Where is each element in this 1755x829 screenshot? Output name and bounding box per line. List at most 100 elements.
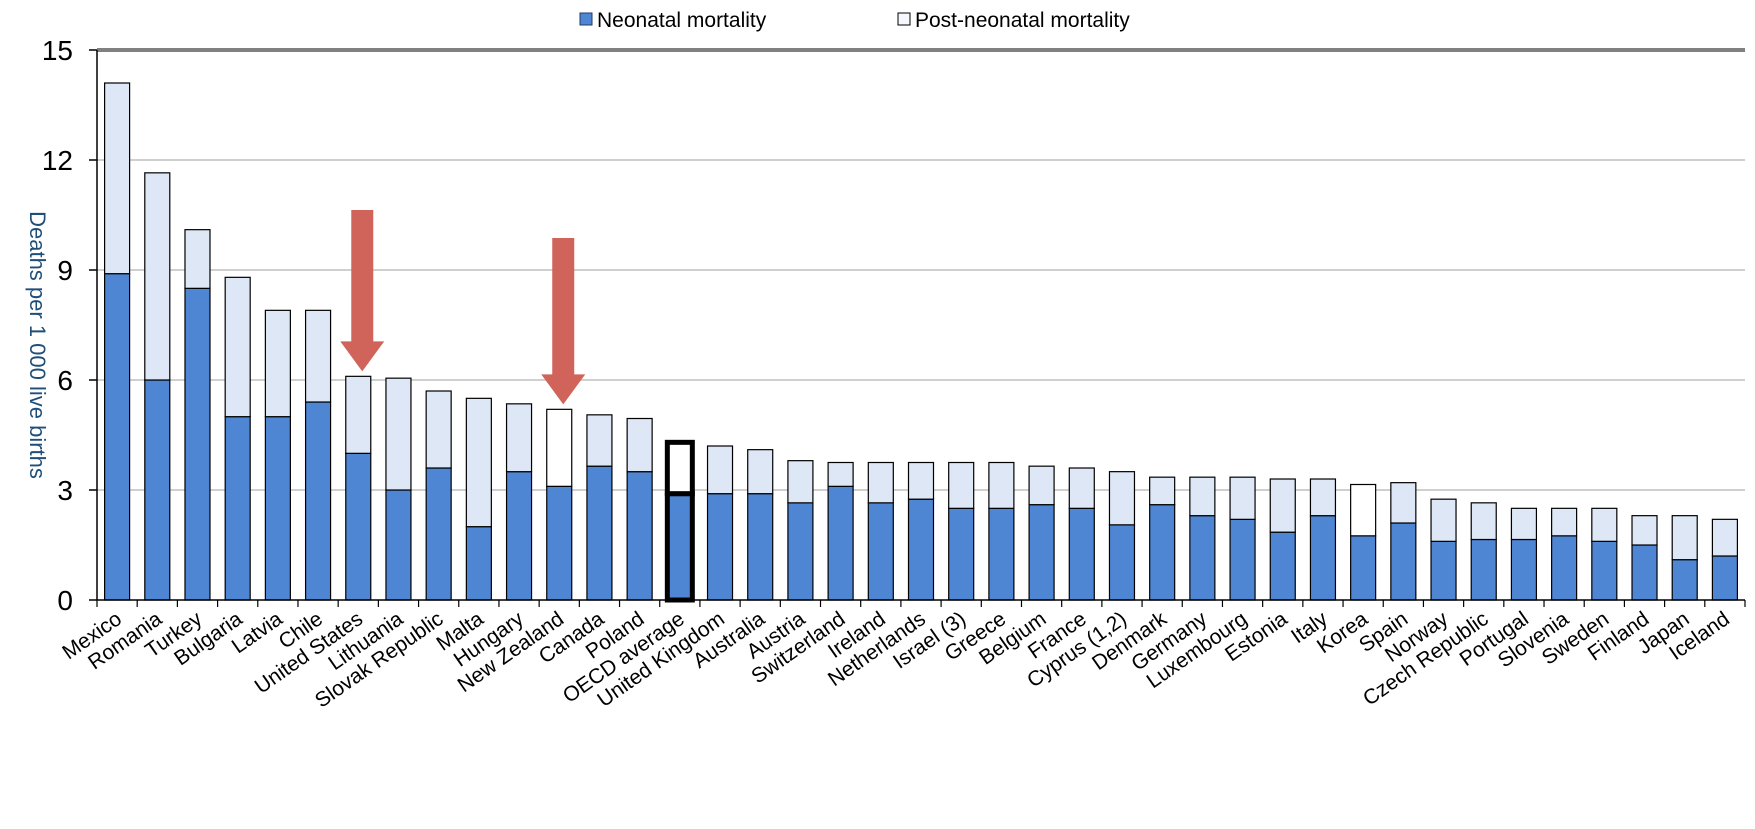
bar-neonatal-37	[1591, 540, 1618, 601]
bar-post-neonatal-17	[787, 460, 814, 504]
bar-neonatal-26	[1149, 504, 1176, 601]
x-axis-labels: MexicoRomaniaTurkeyBulgariaLatviaChileUn…	[58, 607, 1733, 713]
bar-post-neonatal-30	[1309, 478, 1337, 517]
bar-post-neonatal-0	[103, 82, 131, 275]
bar-neonatal-27	[1189, 515, 1216, 601]
bar-post-neonatal-24	[1068, 467, 1095, 509]
legend-swatch-neonatal	[579, 12, 593, 26]
arrow-1	[541, 238, 586, 405]
bar-neonatal-40	[1711, 555, 1739, 601]
bar-neonatal-8	[425, 467, 452, 601]
bar-neonatal-20	[907, 498, 935, 601]
bar-neonatal-11	[546, 485, 573, 601]
bars	[103, 82, 1739, 603]
legend-label-post-neonatal: Post-neonatal mortality	[915, 9, 1130, 32]
bar-post-neonatal-22	[988, 461, 1015, 509]
bar-post-neonatal-19	[867, 461, 894, 504]
bar-post-neonatal-34	[1470, 502, 1497, 541]
bar-neonatal-17	[787, 502, 814, 601]
bar-post-neonatal-25	[1108, 471, 1136, 526]
bar-post-neonatal-27	[1189, 476, 1216, 517]
bar-neonatal-39	[1671, 559, 1698, 601]
bar-neonatal-38	[1631, 544, 1658, 601]
legend: Neonatal mortality Post-neonatal mortali…	[579, 9, 1130, 32]
bar-post-neonatal-2	[184, 229, 211, 289]
bar-post-neonatal-7	[385, 377, 412, 491]
bar-post-neonatal-29	[1269, 478, 1296, 533]
bar-neonatal-7	[385, 489, 412, 601]
axes	[96, 50, 1746, 607]
y-tick-label: 6	[57, 365, 73, 396]
gridlines	[97, 48, 1745, 491]
bar-post-neonatal-39	[1671, 515, 1698, 561]
bar-post-neonatal-32	[1390, 482, 1417, 524]
bar-post-neonatal-6	[345, 375, 372, 454]
bar-post-neonatal-9	[465, 397, 492, 528]
legend-label-neonatal: Neonatal mortality	[597, 9, 767, 32]
bar-post-neonatal-1	[144, 172, 171, 381]
bar-post-neonatal-3	[224, 276, 251, 418]
bar-neonatal-12	[586, 465, 613, 601]
arrows	[340, 210, 586, 405]
bar-neonatal-31	[1350, 535, 1377, 601]
bar-post-neonatal-28	[1229, 476, 1256, 520]
bar-neonatal-4	[264, 416, 291, 601]
bar-post-neonatal-35	[1510, 507, 1538, 541]
y-tick-label: 12	[42, 145, 73, 176]
bar-post-neonatal-20	[907, 461, 935, 500]
bar-neonatal-25	[1108, 524, 1136, 601]
bar-neonatal-1	[144, 379, 171, 601]
bar-neonatal-35	[1510, 538, 1538, 601]
bar-neonatal-21	[948, 507, 975, 601]
bar-neonatal-5	[304, 401, 332, 601]
y-axis-ticks: 0 3 6 9 12 15	[42, 35, 97, 616]
y-tick-label: 9	[57, 255, 73, 286]
bar-neonatal-9	[465, 526, 492, 601]
bar-post-neonatal-23	[1028, 465, 1055, 506]
bar-neonatal-18	[827, 485, 854, 601]
legend-swatch-post-neonatal	[897, 12, 911, 26]
bar-neonatal-10	[505, 471, 533, 601]
bar-neonatal-29	[1269, 531, 1296, 601]
bar-neonatal-19	[867, 502, 894, 601]
bar-neonatal-16	[747, 493, 774, 601]
arrow-0	[340, 210, 385, 372]
y-tick-label: 0	[57, 585, 73, 616]
bar-neonatal-14	[664, 491, 695, 603]
y-tick-label: 3	[57, 475, 73, 506]
y-axis-label: Deaths per 1 000 live births	[25, 211, 50, 479]
bar-post-neonatal-18	[827, 461, 854, 487]
bar-post-neonatal-26	[1149, 476, 1176, 506]
bar-post-neonatal-37	[1591, 507, 1618, 542]
bar-post-neonatal-10	[505, 403, 533, 473]
bar-neonatal-22	[988, 507, 1015, 601]
bar-neonatal-15	[706, 493, 734, 601]
bar-post-neonatal-21	[948, 461, 975, 509]
bar-neonatal-0	[103, 273, 131, 601]
bar-neonatal-36	[1551, 535, 1578, 601]
bar-post-neonatal-16	[747, 449, 774, 495]
bar-post-neonatal-4	[264, 309, 291, 418]
bar-post-neonatal-8	[425, 390, 452, 469]
bar-post-neonatal-36	[1551, 507, 1578, 537]
bar-neonatal-30	[1309, 515, 1337, 601]
bar-post-neonatal-33	[1430, 498, 1457, 542]
bar-neonatal-6	[345, 452, 372, 601]
bar-post-neonatal-38	[1631, 515, 1658, 546]
bar-post-neonatal-31	[1350, 483, 1377, 537]
bar-post-neonatal-5	[304, 309, 332, 403]
bar-neonatal-32	[1390, 522, 1417, 601]
bar-neonatal-28	[1229, 518, 1256, 601]
bar-neonatal-23	[1028, 504, 1055, 601]
bar-neonatal-13	[626, 471, 653, 601]
bar-neonatal-2	[184, 287, 211, 601]
y-tick-label: 15	[42, 35, 73, 66]
bar-post-neonatal-13	[626, 417, 653, 473]
bar-neonatal-3	[224, 416, 251, 601]
bar-post-neonatal-12	[586, 414, 613, 467]
bar-neonatal-24	[1068, 507, 1095, 601]
bar-post-neonatal-40	[1711, 518, 1739, 557]
bar-post-neonatal-11	[546, 408, 573, 487]
bar-post-neonatal-14	[664, 439, 695, 497]
